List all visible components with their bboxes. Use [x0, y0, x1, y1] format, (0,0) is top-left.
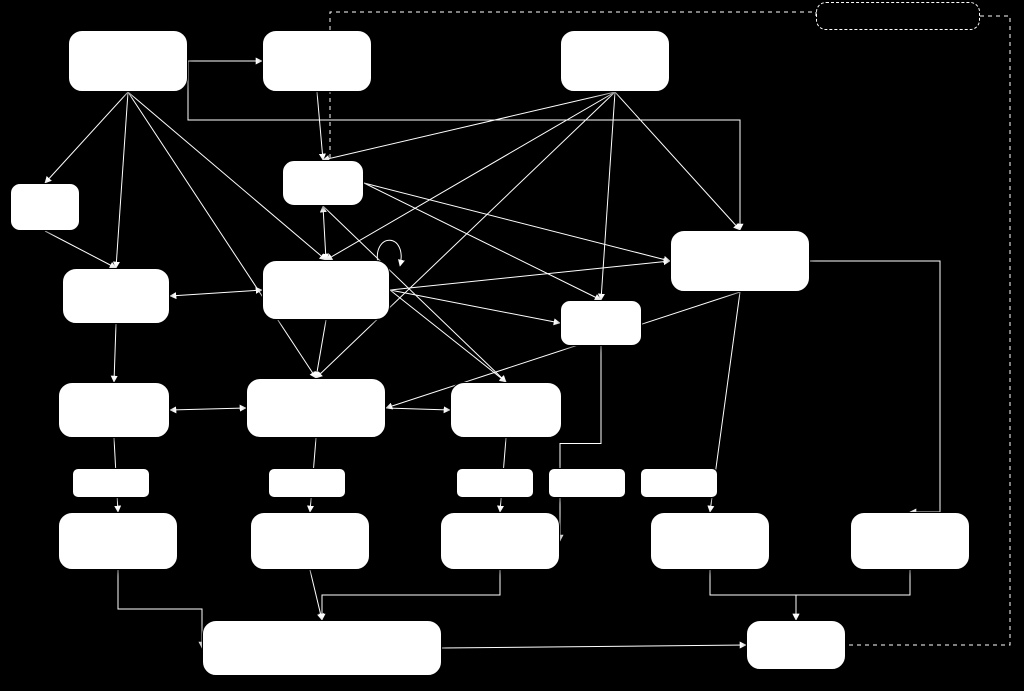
edge-n9-n22: [810, 261, 940, 512]
edge-n8-n20: [560, 346, 601, 541]
node-n21: [650, 512, 770, 570]
node-n23: [202, 620, 442, 676]
edge-n6-n10: [114, 324, 116, 382]
edge-n1-n11: [128, 92, 316, 378]
edge-n19-n23: [310, 570, 322, 620]
edge-n3-n5: [323, 92, 615, 160]
edge-n1-n4: [45, 92, 128, 183]
node-d1: [816, 2, 980, 30]
node-n16: [548, 468, 626, 498]
edge-n7-n9: [390, 261, 670, 290]
diagram-canvas: [0, 0, 1024, 691]
edge-n7-n11: [316, 320, 326, 378]
edge-n5-n9: [364, 183, 670, 261]
node-n9: [670, 230, 810, 292]
edge-n6-n7: [170, 290, 262, 296]
node-n3: [560, 30, 670, 92]
edge-n18-n23: [118, 570, 202, 648]
edge-n3-n7: [326, 92, 615, 260]
edge-n3-n9: [615, 92, 740, 230]
edge-n3-n8: [601, 92, 615, 300]
node-n14: [268, 468, 346, 498]
edge-n2-n5: [317, 92, 323, 160]
edge-n20-n23: [322, 570, 500, 620]
node-n7: [262, 260, 390, 320]
node-n10: [58, 382, 170, 438]
node-n2: [262, 30, 372, 92]
edge-n21-n24: [710, 570, 796, 620]
edge-n5-n7: [323, 206, 326, 260]
node-n6: [62, 268, 170, 324]
node-n20: [440, 512, 560, 570]
edge-n23-n24: [442, 645, 746, 648]
node-n19: [250, 512, 370, 570]
edge-n1-n6: [116, 92, 128, 268]
edge-n11-n12: [386, 408, 450, 410]
node-n24: [746, 620, 846, 670]
node-n4: [10, 183, 80, 231]
node-n15: [456, 468, 534, 498]
edge-n7-n8: [390, 290, 560, 323]
node-n1: [68, 30, 188, 92]
node-n18: [58, 512, 178, 570]
node-n13: [72, 468, 150, 498]
node-n22: [850, 512, 970, 570]
edges-layer: [0, 0, 1024, 691]
node-n12: [450, 382, 562, 438]
node-n8: [560, 300, 642, 346]
edge-n22-n24: [796, 570, 910, 620]
node-n17: [640, 468, 718, 498]
edge-n10-n11: [170, 408, 246, 410]
edge-n4-n6: [45, 231, 116, 268]
node-n11: [246, 378, 386, 438]
node-n5: [282, 160, 364, 206]
edge-n7-n12: [390, 290, 506, 382]
edge-n5-n8: [364, 183, 601, 300]
